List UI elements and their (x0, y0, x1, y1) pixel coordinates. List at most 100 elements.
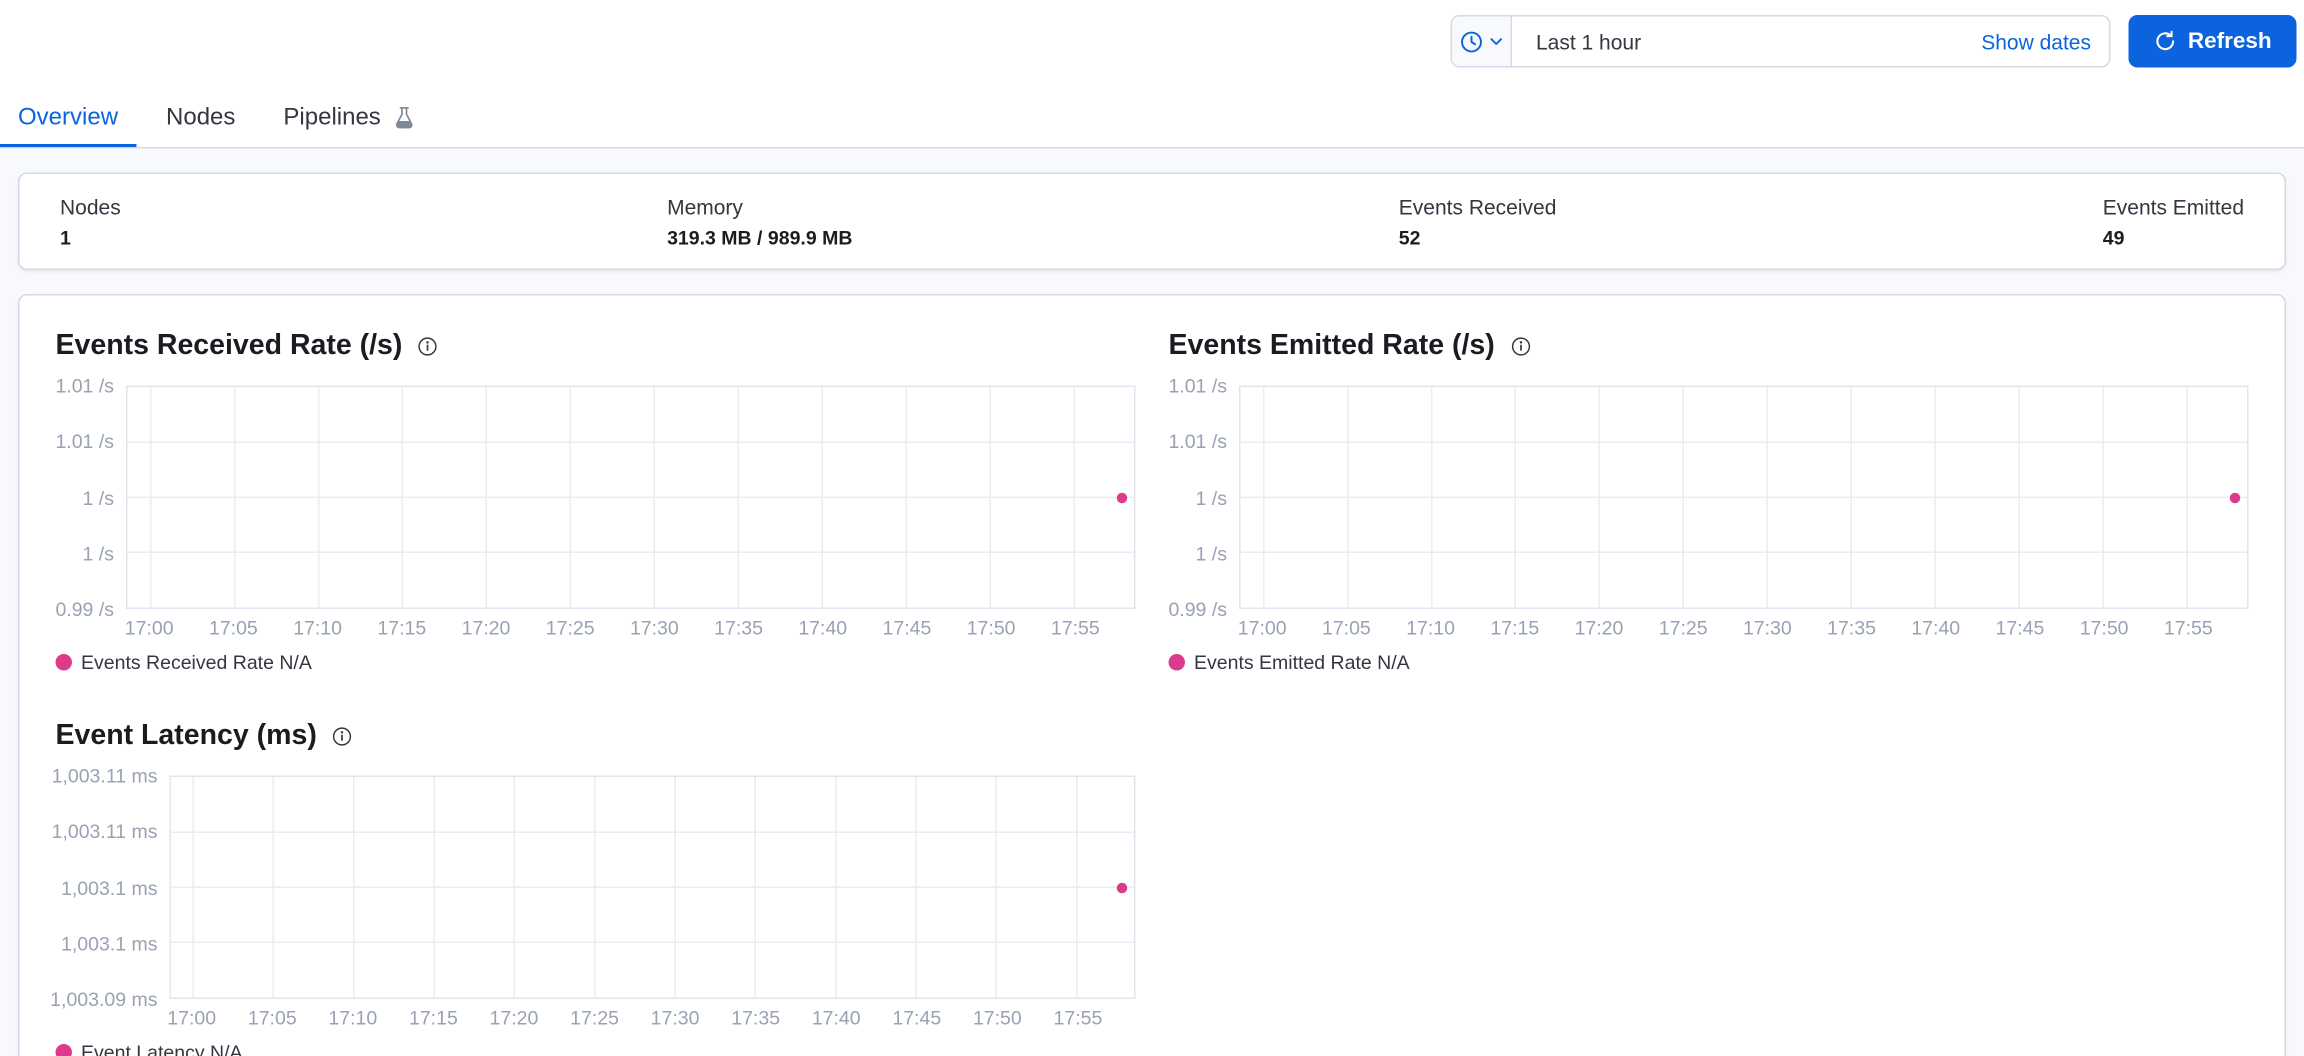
plot-area (169, 775, 1136, 999)
chart-title: Events Emitted Rate (/s) (1168, 330, 1495, 362)
x-tick: 17:05 (208, 616, 258, 640)
tab-nodes-label: Nodes (166, 104, 236, 130)
plot-area (1239, 385, 2249, 609)
x-tick: 17:00 (1237, 616, 1287, 640)
y-tick: 1,003.11 ms (51, 764, 158, 787)
tab-overview-label: Overview (18, 104, 119, 130)
y-tick: 1,003.09 ms (50, 987, 158, 1011)
stat-events-received-label: Events Received (1398, 195, 1557, 219)
y-tick: 1 /s (1195, 486, 1227, 509)
page-content: Nodes 1 Memory 319.3 MB / 989.9 MB Event… (0, 148, 2304, 1056)
x-tick: 17:30 (650, 1006, 700, 1030)
y-tick: 0.99 /s (1168, 597, 1227, 621)
x-tick: 17:20 (489, 1006, 539, 1030)
x-tick: 17:20 (1574, 616, 1624, 640)
legend-label: Events Emitted Rate N/A (1194, 651, 1410, 674)
stat-nodes-label: Nodes (60, 195, 121, 219)
y-axis: 1.01 /s 1.01 /s 1 /s 1 /s 0.99 /s (1168, 374, 1240, 620)
time-range-value[interactable]: Last 1 hour (1536, 29, 1642, 54)
info-icon[interactable] (1510, 336, 1531, 357)
charts-panel: Events Received Rate (/s) 1.01 /s (18, 294, 2286, 1056)
stat-memory-label: Memory (667, 195, 743, 219)
x-tick: 17:15 (1490, 616, 1540, 640)
super-date-picker: Last 1 hour Show dates (1450, 15, 2111, 68)
y-tick: 1.01 /s (55, 430, 114, 453)
stat-memory-value: 319.3 MB / 989.9 MB (667, 226, 853, 250)
x-tick: 17:05 (247, 1006, 297, 1030)
clock-icon (1459, 29, 1483, 53)
data-point (2229, 492, 2241, 503)
x-tick: 17:25 (1658, 616, 1708, 640)
top-bar: Last 1 hour Show dates Refresh (0, 0, 2304, 89)
x-axis: 17:00 17:05 17:10 17:15 17:20 17:25 17:30 17:35… (1237, 609, 2249, 642)
info-icon[interactable] (417, 336, 438, 357)
refresh-icon (2153, 30, 2176, 53)
info-icon[interactable] (332, 726, 353, 747)
tab-pipelines-label: Pipelines (283, 104, 381, 130)
y-tick: 1 /s (82, 486, 114, 509)
x-tick: 17:50 (972, 1006, 1022, 1030)
x-tick: 17:45 (892, 1006, 942, 1030)
show-dates-link[interactable]: Show dates (1981, 29, 2091, 54)
y-tick: 1.01 /s (1168, 374, 1227, 397)
x-tick: 17:35 (714, 616, 763, 640)
x-tick: 17:00 (167, 1006, 217, 1030)
x-tick: 17:10 (293, 616, 343, 640)
x-tick: 17:20 (461, 616, 511, 640)
stat-nodes-value: 1 (60, 226, 71, 250)
summary-stats-panel: Nodes 1 Memory 319.3 MB / 989.9 MB Event… (18, 172, 2286, 270)
x-tick: 17:35 (731, 1006, 781, 1030)
x-tick: 17:55 (1050, 616, 1100, 640)
x-tick: 17:50 (966, 616, 1016, 640)
x-tick: 17:40 (811, 1006, 861, 1030)
event-latency-chart: Event Latency (ms) 1,003.11 ms (50, 716, 1136, 1056)
y-axis: 1.01 /s 1.01 /s 1 /s 1 /s 0.99 /s (55, 374, 127, 620)
chart-legend[interactable]: Event Latency N/A (55, 1041, 1136, 1056)
events-emitted-rate-chart: Events Emitted Rate (/s) 1.01 /s (1168, 326, 2249, 674)
stat-memory: Memory 319.3 MB / 989.9 MB (667, 194, 852, 251)
y-tick: 0.99 /s (55, 597, 114, 621)
tab-pipelines[interactable]: Pipelines (265, 89, 433, 148)
y-tick: 1,003.1 ms (61, 931, 158, 955)
chart-title: Events Received Rate (/s) (55, 330, 403, 362)
plot-area (126, 385, 1136, 609)
time-controls: Last 1 hour Show dates Refresh (1450, 15, 2297, 68)
legend-dot-icon (55, 654, 72, 671)
refresh-button[interactable]: Refresh (2128, 15, 2297, 68)
legend-dot-icon (55, 1044, 72, 1056)
y-tick: 1,003.11 ms (51, 820, 158, 843)
y-tick: 1,003.1 ms (61, 876, 158, 899)
date-range-display[interactable]: Last 1 hour Show dates (1512, 17, 2109, 67)
x-tick: 17:30 (629, 616, 679, 640)
data-point (1116, 492, 1128, 503)
x-tick: 17:55 (1053, 1006, 1103, 1030)
x-tick: 17:55 (2163, 616, 2213, 640)
x-tick: 17:30 (1742, 616, 1792, 640)
tab-overview[interactable]: Overview (0, 89, 136, 148)
beaker-icon (393, 107, 416, 130)
legend-dot-icon (1168, 654, 1185, 671)
y-tick: 1.01 /s (1168, 430, 1227, 453)
tab-nodes[interactable]: Nodes (148, 89, 253, 148)
chart-legend[interactable]: Events Emitted Rate N/A (1168, 651, 2249, 674)
quick-select-button[interactable] (1452, 16, 1512, 66)
y-axis: 1,003.11 ms 1,003.11 ms 1,003.1 ms 1,003… (50, 764, 170, 1010)
x-tick: 17:10 (328, 1006, 378, 1030)
stat-events-received: Events Received 52 (1399, 194, 1557, 251)
x-tick: 17:45 (882, 616, 932, 640)
x-tick: 17:35 (1827, 616, 1876, 640)
y-tick: 1.01 /s (55, 374, 114, 397)
x-tick: 17:25 (570, 1006, 619, 1030)
x-tick: 17:05 (1321, 616, 1371, 640)
y-tick: 1 /s (1195, 541, 1227, 565)
x-tick: 17:40 (1911, 616, 1961, 640)
x-tick: 17:10 (1406, 616, 1456, 640)
stat-events-emitted-value: 49 (2102, 226, 2125, 250)
x-axis: 17:00 17:05 17:10 17:15 17:20 17:25 17:30 17:35… (124, 609, 1136, 642)
x-tick: 17:00 (124, 616, 174, 640)
events-received-rate-chart: Events Received Rate (/s) 1.01 /s (55, 326, 1136, 674)
legend-label: Event Latency N/A (81, 1041, 243, 1056)
stat-events-emitted: Events Emitted 49 (2103, 194, 2244, 251)
chart-legend[interactable]: Events Received Rate N/A (55, 651, 1136, 674)
